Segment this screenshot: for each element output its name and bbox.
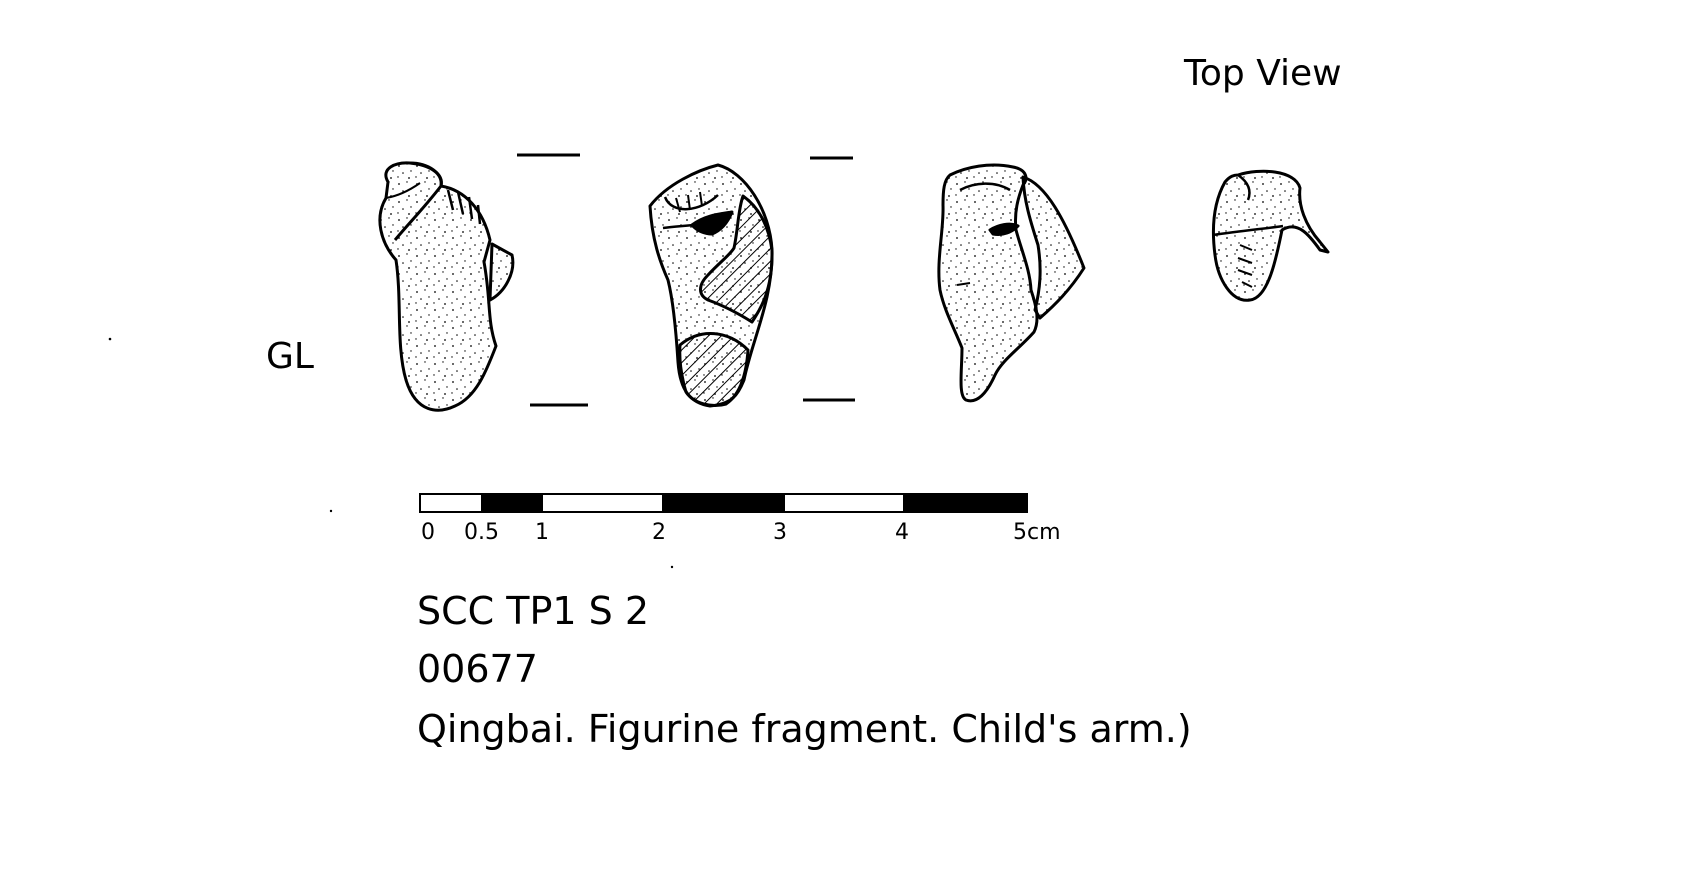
top-view-drawing [1213, 171, 1328, 300]
section-view [650, 165, 772, 406]
specks [109, 338, 674, 569]
scale-tick-label: 0.5 [464, 522, 499, 544]
caption-description: Qingbai. Figurine fragment. Child's arm.… [417, 710, 1192, 748]
scale-tick-label: 2 [652, 522, 666, 544]
scale-tick-label: 3 [773, 522, 787, 544]
scale-tick-label: 4 [895, 522, 909, 544]
top-view-label: Top View [1184, 56, 1342, 92]
front-view [380, 163, 513, 410]
caption-site: SCC TP1 S 2 [417, 592, 649, 630]
back-view [939, 165, 1084, 401]
caption-number: 00677 [417, 650, 538, 688]
scale-bar [420, 494, 1027, 512]
view-label: GL [266, 339, 314, 375]
scale-tick-label: 0 [421, 522, 435, 544]
scale-tick-label: 1 [535, 522, 549, 544]
scale-tick-label: 5cm [1013, 522, 1061, 544]
